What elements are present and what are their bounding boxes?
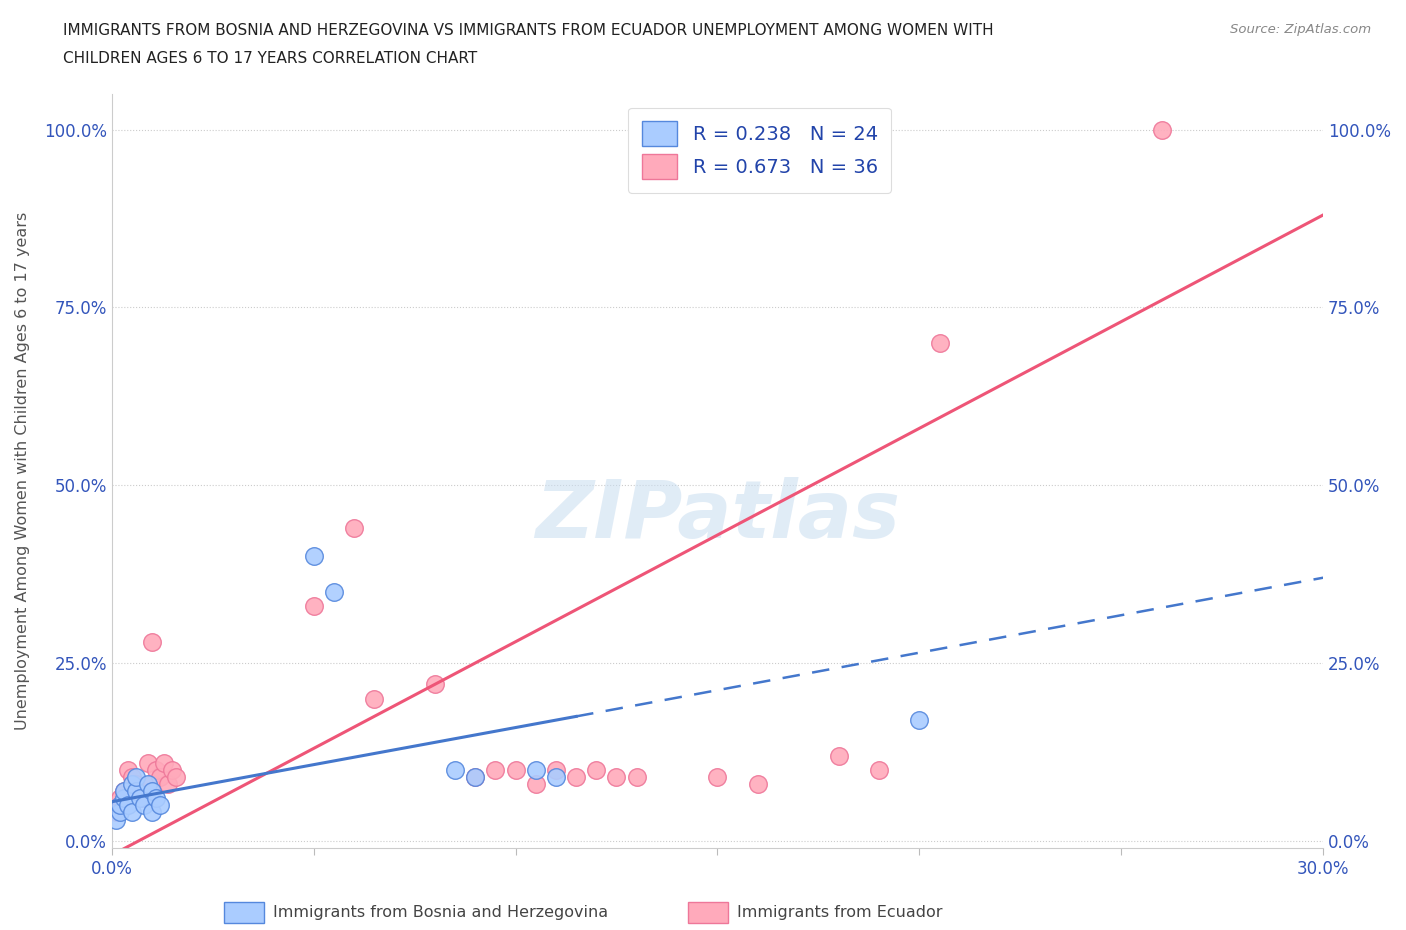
Text: Immigrants from Bosnia and Herzegovina: Immigrants from Bosnia and Herzegovina bbox=[273, 905, 609, 920]
Point bbox=[322, 584, 344, 599]
Point bbox=[136, 755, 159, 770]
Point bbox=[141, 784, 163, 799]
Point bbox=[827, 748, 849, 763]
Point bbox=[363, 691, 385, 706]
Text: ZIPatlas: ZIPatlas bbox=[534, 477, 900, 555]
Point bbox=[121, 777, 143, 791]
Y-axis label: Unemployment Among Women with Children Ages 6 to 17 years: Unemployment Among Women with Children A… bbox=[15, 212, 30, 730]
Point bbox=[141, 634, 163, 649]
Point bbox=[908, 712, 931, 727]
Point bbox=[145, 790, 167, 805]
Point bbox=[149, 769, 172, 784]
Point bbox=[605, 769, 627, 784]
Point bbox=[112, 784, 135, 799]
Point bbox=[112, 784, 135, 799]
Text: Immigrants from Ecuador: Immigrants from Ecuador bbox=[737, 905, 943, 920]
Point bbox=[302, 599, 325, 614]
Point bbox=[141, 805, 163, 820]
Point bbox=[153, 755, 176, 770]
Point bbox=[524, 763, 547, 777]
Point bbox=[544, 769, 567, 784]
Point bbox=[104, 805, 127, 820]
Point bbox=[141, 777, 163, 791]
Point bbox=[585, 763, 607, 777]
Point bbox=[423, 677, 446, 692]
Point bbox=[108, 798, 131, 813]
Point bbox=[108, 805, 131, 820]
Point bbox=[117, 798, 139, 813]
Point bbox=[484, 763, 506, 777]
Point bbox=[165, 769, 187, 784]
Point bbox=[157, 777, 180, 791]
Point bbox=[145, 763, 167, 777]
Point bbox=[132, 798, 155, 813]
Point bbox=[125, 777, 148, 791]
Point bbox=[544, 763, 567, 777]
Point bbox=[565, 769, 588, 784]
Point bbox=[1150, 122, 1173, 137]
Point bbox=[149, 798, 172, 813]
Point bbox=[104, 812, 127, 827]
Point bbox=[132, 790, 155, 805]
Point bbox=[108, 790, 131, 805]
Point bbox=[626, 769, 648, 784]
Point bbox=[464, 769, 486, 784]
Point bbox=[129, 784, 152, 799]
Point bbox=[868, 763, 890, 777]
Point bbox=[136, 777, 159, 791]
Point bbox=[524, 777, 547, 791]
Point bbox=[302, 549, 325, 564]
Point bbox=[112, 790, 135, 805]
Point bbox=[505, 763, 527, 777]
Text: IMMIGRANTS FROM BOSNIA AND HERZEGOVINA VS IMMIGRANTS FROM ECUADOR UNEMPLOYMENT A: IMMIGRANTS FROM BOSNIA AND HERZEGOVINA V… bbox=[63, 23, 994, 38]
Point bbox=[747, 777, 769, 791]
Point bbox=[125, 784, 148, 799]
Point bbox=[928, 336, 950, 351]
Legend: R = 0.238   N = 24, R = 0.673   N = 36: R = 0.238 N = 24, R = 0.673 N = 36 bbox=[628, 108, 891, 193]
Point bbox=[129, 790, 152, 805]
Text: Source: ZipAtlas.com: Source: ZipAtlas.com bbox=[1230, 23, 1371, 36]
Point bbox=[343, 521, 366, 536]
Point bbox=[444, 763, 467, 777]
Point bbox=[464, 769, 486, 784]
Point bbox=[162, 763, 184, 777]
Point bbox=[125, 769, 148, 784]
Point bbox=[121, 769, 143, 784]
Point bbox=[706, 769, 728, 784]
Point bbox=[121, 805, 143, 820]
Text: CHILDREN AGES 6 TO 17 YEARS CORRELATION CHART: CHILDREN AGES 6 TO 17 YEARS CORRELATION … bbox=[63, 51, 478, 66]
Point bbox=[117, 763, 139, 777]
